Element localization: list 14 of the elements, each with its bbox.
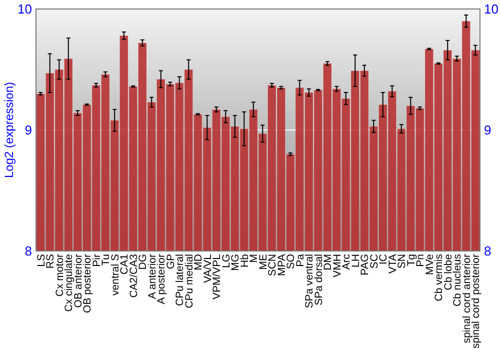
x-tick-label: LS bbox=[35, 254, 48, 267]
y-axis-title: Log2 (expression) bbox=[2, 82, 16, 178]
x-tick-label: spinal cord posterior bbox=[470, 253, 482, 349]
y2-tick-label: 9 bbox=[484, 122, 492, 138]
y-tick-label: 8 bbox=[24, 244, 32, 259]
x-tick-label: Cb lobe bbox=[442, 254, 454, 290]
x-tick-label: Hb bbox=[238, 254, 251, 268]
y-tick-label: 10 bbox=[18, 2, 32, 17]
y2-tick-label: 10 bbox=[484, 2, 498, 17]
y2-tick-label: 8 bbox=[484, 244, 492, 259]
x-tick-label: CPu medial bbox=[183, 254, 196, 308]
y-tick-label: 9 bbox=[24, 122, 32, 138]
x-tick-label: RS bbox=[44, 254, 57, 269]
x-tick-label: SPa dorsal bbox=[312, 254, 325, 306]
